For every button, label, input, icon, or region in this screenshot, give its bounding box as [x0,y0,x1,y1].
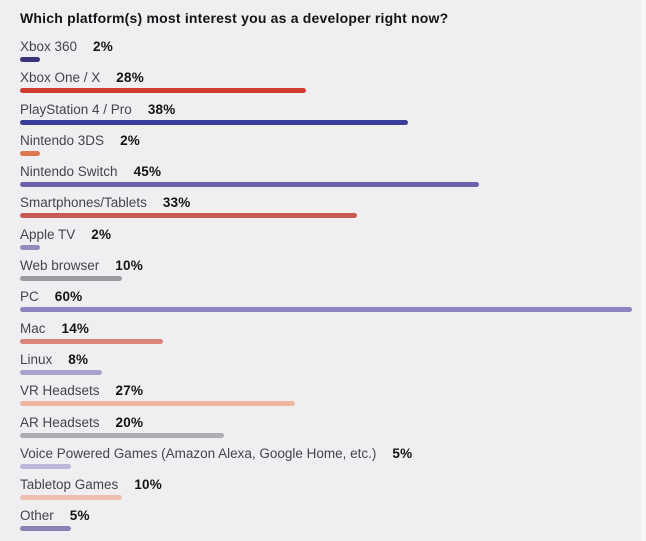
platform-label: Other [20,508,54,524]
chart-row: PC 60% [20,284,646,315]
value-label: 10% [134,477,162,493]
bar [20,213,357,219]
row-label-line: AR Headsets 20% [20,414,646,430]
value-label: 14% [61,320,90,336]
value-label: 2% [120,132,140,148]
chart-row: Xbox One / X 28% [20,65,646,96]
bar [20,244,41,250]
row-label-line: Smartphones/Tablets 33% [20,196,646,210]
bar [20,276,122,282]
bar [20,495,122,501]
bar [20,369,102,375]
right-edge-strip [641,0,646,541]
chart-rows: Xbox 360 2% Xbox One / X 28% PlayStation 4 /… [20,34,646,535]
row-label-line: Xbox One / X 28% [20,71,646,85]
platform-label: Linux [20,351,53,367]
value-label: 2% [91,226,112,242]
bar [20,119,408,125]
row-label-line: Apple TV 2% [20,226,646,242]
value-label: 5% [392,445,413,461]
value-label: 2% [93,39,113,54]
chart-row: Other 5% [20,503,646,534]
platform-label: Xbox 360 [20,39,78,54]
value-label: 10% [115,258,143,274]
bar [20,182,479,188]
value-label: 27% [115,383,144,399]
platform-label: Voice Powered Games (Amazon Alexa, Googl… [20,445,377,461]
value-label: 5% [69,508,90,524]
platform-label: Nintendo Switch [20,164,118,180]
value-label: 8% [68,351,89,367]
platform-label: Mac [20,320,46,336]
value-label: 38% [147,101,176,117]
bar [20,432,224,438]
chart-row: PlayStation 4 / Pro 38% [20,97,646,128]
chart-row: Mac 14% [20,316,646,347]
bar [20,526,71,532]
value-label: 20% [115,414,144,430]
platform-label: Xbox One / X [20,70,101,86]
row-label-line: Other 5% [20,509,646,523]
row-label-line: Tabletop Games 10% [20,478,646,492]
chart-row: Web browser 10% [20,253,646,284]
row-label-line: Voice Powered Games (Amazon Alexa, Googl… [20,445,646,461]
value-label: 60% [54,289,83,305]
value-label: 45% [133,164,162,180]
chart-row: Linux 8% [20,347,646,378]
row-label-line: Mac 14% [20,320,646,336]
value-label: 33% [162,195,191,211]
bar [20,463,71,469]
platform-label: Nintendo 3DS [20,132,105,148]
chart-title: Which platform(s) most interest you as a… [20,10,449,26]
row-label-line: PC 60% [20,290,646,304]
bar [20,307,632,313]
bar [20,338,163,344]
chart-row: Nintendo 3DS 2% [20,128,646,159]
chart-row: Xbox 360 2% [20,34,646,65]
row-label-line: Linux 8% [20,351,646,367]
platform-label: Tabletop Games [20,477,119,493]
platform-label: PC [20,289,39,305]
platform-label: Smartphones/Tablets [20,195,147,211]
row-label-line: PlayStation 4 / Pro 38% [20,101,646,117]
bar [20,150,41,156]
platform-label: Apple TV [20,226,76,242]
chart-row: AR Headsets 20% [20,410,646,441]
row-label-line: Xbox 360 2% [20,40,646,54]
bar [20,401,296,407]
platform-label: Web browser [20,258,100,274]
row-label-line: Nintendo 3DS 2% [20,132,646,148]
platform-label: AR Headsets [20,414,100,430]
row-label-line: Web browser 10% [20,259,646,273]
chart-row: Voice Powered Games (Amazon Alexa, Googl… [20,441,646,472]
bar [20,88,306,94]
chart-row: Nintendo Switch 45% [20,159,646,190]
chart-row: VR Headsets 27% [20,378,646,409]
chart-row: Tabletop Games 10% [20,472,646,503]
bar [20,57,41,62]
row-label-line: VR Headsets 27% [20,384,646,398]
platform-label: PlayStation 4 / Pro [20,101,132,117]
chart-row: Apple TV 2% [20,222,646,253]
row-label-line: Nintendo Switch 45% [20,165,646,179]
chart-row: Smartphones/Tablets 33% [20,190,646,221]
value-label: 28% [116,70,144,86]
platform-label: VR Headsets [20,383,100,399]
